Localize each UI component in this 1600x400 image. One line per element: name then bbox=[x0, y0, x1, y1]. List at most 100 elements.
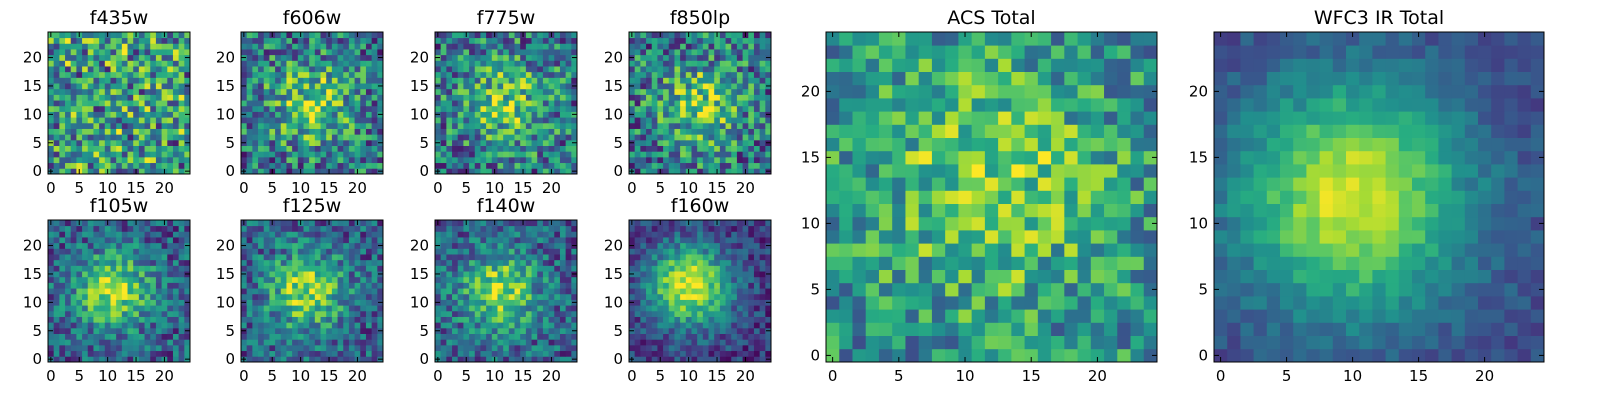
heatmap-cell bbox=[53, 128, 60, 135]
heatmap-cell bbox=[565, 254, 572, 261]
heatmap-cell bbox=[640, 276, 647, 283]
heatmap-cell bbox=[87, 77, 94, 84]
heatmap-cell bbox=[559, 77, 567, 84]
heatmap-cell bbox=[469, 122, 476, 129]
heatmap-cell bbox=[531, 237, 538, 244]
heatmap-cell bbox=[474, 220, 481, 227]
heatmap-cell bbox=[463, 117, 470, 124]
heatmap-cell bbox=[548, 254, 555, 261]
heatmap-cell bbox=[263, 231, 270, 238]
heatmap-cell bbox=[371, 134, 378, 141]
heatmap-cell bbox=[731, 77, 738, 84]
heatmap-cell bbox=[87, 88, 94, 95]
heatmap-cell bbox=[731, 293, 738, 300]
heatmap-cell bbox=[138, 356, 145, 363]
heatmap-cell bbox=[702, 88, 709, 95]
heatmap-cell bbox=[559, 88, 567, 95]
heatmap-cell bbox=[457, 122, 464, 129]
heatmap-cell bbox=[150, 265, 157, 272]
heatmap-cell bbox=[275, 322, 282, 329]
heatmap-cell bbox=[531, 254, 538, 261]
heatmap-cell bbox=[714, 339, 721, 346]
heatmap-cell bbox=[241, 259, 248, 266]
heatmap-cell bbox=[497, 225, 504, 232]
heatmap-cell bbox=[99, 242, 106, 249]
heatmap-cell bbox=[508, 128, 515, 135]
heatmap-cell bbox=[548, 122, 555, 129]
heatmap-cell bbox=[714, 77, 721, 84]
heatmap-cell bbox=[70, 282, 77, 289]
heatmap-cell bbox=[138, 339, 145, 346]
heatmap-cell bbox=[297, 94, 304, 101]
heatmap-cell bbox=[491, 162, 498, 169]
heatmap-cell bbox=[469, 254, 476, 261]
heatmap-cell bbox=[258, 225, 265, 232]
heatmap-cell bbox=[360, 248, 367, 255]
heatmap-cell bbox=[565, 66, 572, 73]
heatmap-cell bbox=[116, 117, 123, 124]
heatmap-cell bbox=[70, 88, 77, 95]
heatmap-cell bbox=[286, 356, 293, 363]
heatmap-cell bbox=[714, 128, 721, 135]
heatmap-cell bbox=[59, 100, 66, 107]
heatmap-cell bbox=[680, 339, 687, 346]
heatmap-cell bbox=[280, 54, 287, 61]
heatmap-cell bbox=[765, 350, 772, 357]
heatmap-cell bbox=[348, 322, 355, 329]
heatmap-cell bbox=[150, 271, 157, 278]
heatmap-cell bbox=[104, 231, 111, 238]
x-tick-label: 20 bbox=[155, 367, 174, 385]
heatmap-cell bbox=[252, 111, 259, 118]
heatmap-cell bbox=[714, 117, 721, 124]
heatmap-cell bbox=[452, 145, 459, 152]
heatmap-cell bbox=[59, 293, 66, 300]
heatmap-cell bbox=[297, 60, 304, 67]
heatmap-cell bbox=[110, 88, 117, 95]
heatmap-cell bbox=[133, 145, 140, 152]
heatmap-cell bbox=[435, 145, 442, 152]
heatmap-cell bbox=[82, 43, 89, 50]
heatmap-cell bbox=[719, 299, 726, 306]
heatmap-cell bbox=[241, 276, 248, 283]
heatmap-cell bbox=[314, 327, 321, 334]
heatmap-cell bbox=[725, 276, 732, 283]
heatmap-cell bbox=[121, 299, 128, 306]
heatmap-cell bbox=[702, 293, 709, 300]
heatmap-cell bbox=[365, 310, 373, 317]
heatmap-cell bbox=[531, 156, 538, 164]
heatmap-cell bbox=[280, 327, 287, 334]
heatmap-cell bbox=[286, 49, 293, 56]
heatmap-cell bbox=[559, 151, 567, 158]
heatmap-cell bbox=[172, 248, 180, 255]
heatmap-cell bbox=[634, 327, 641, 334]
heatmap-cell bbox=[82, 344, 89, 352]
heatmap-cell bbox=[680, 350, 687, 357]
heatmap-cell bbox=[503, 54, 510, 61]
heatmap-cell bbox=[275, 32, 282, 39]
heatmap-cell bbox=[110, 271, 117, 278]
heatmap-cell bbox=[93, 139, 100, 146]
heatmap-cell bbox=[435, 265, 442, 272]
heatmap-cell bbox=[292, 293, 299, 300]
heatmap-cell bbox=[685, 310, 692, 317]
heatmap-cell bbox=[731, 60, 738, 67]
heatmap-cell bbox=[354, 60, 361, 67]
heatmap-cell bbox=[640, 327, 647, 334]
heatmap-cell bbox=[508, 305, 515, 312]
heatmap-cell bbox=[691, 276, 698, 283]
heatmap-cell bbox=[65, 117, 72, 124]
heatmap-cell bbox=[127, 344, 134, 352]
heatmap-cell bbox=[155, 83, 162, 90]
heatmap-cell bbox=[275, 259, 282, 266]
heatmap-cell bbox=[685, 66, 692, 73]
heatmap-cell bbox=[497, 88, 504, 95]
heatmap-cell bbox=[144, 327, 151, 334]
heatmap-cell bbox=[503, 32, 510, 39]
heatmap-cell bbox=[365, 322, 373, 329]
heatmap-cell bbox=[634, 276, 641, 283]
heatmap-cell bbox=[161, 310, 168, 317]
heatmap-cell bbox=[691, 310, 698, 317]
heatmap-cell bbox=[297, 339, 304, 346]
heatmap-cell bbox=[554, 71, 561, 78]
heatmap-cell bbox=[377, 344, 384, 352]
